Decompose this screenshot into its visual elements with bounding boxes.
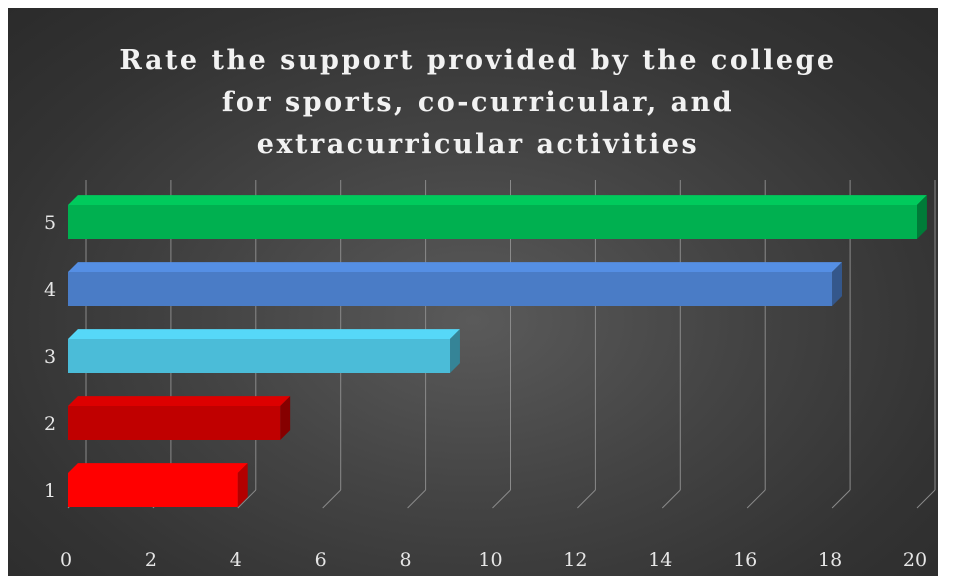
bar-top-5: [68, 195, 927, 205]
bars: [68, 195, 927, 507]
bar-3: [68, 329, 460, 373]
x-tick-18: 18: [818, 549, 842, 571]
x-tick-2: 2: [145, 549, 157, 571]
bar-top-4: [68, 262, 842, 272]
chart-title-line-3: extracurricular activities: [256, 129, 700, 160]
floor-gridline-14: [661, 489, 681, 509]
x-tick-8: 8: [400, 549, 412, 571]
bar-4: [68, 262, 842, 306]
x-tick-labels: 0 2 4 6 8 10 12 14 16 18 20: [60, 549, 927, 571]
x-tick-12: 12: [563, 549, 587, 571]
bar-front-3: [68, 339, 451, 373]
x-tick-16: 16: [733, 549, 757, 571]
floor-gridline-6: [322, 489, 342, 509]
y-tick-labels: 1 2 3 4 5: [44, 212, 56, 502]
bar-2: [68, 396, 291, 440]
chart-title-line-2: for sports, co-curricular, and: [221, 87, 735, 118]
y-tick-2: 2: [44, 413, 56, 435]
chart-title-line-1: Rate the support provided by the college: [119, 45, 837, 76]
bar-front-2: [68, 406, 281, 440]
bar-side-3: [450, 329, 460, 373]
x-tick-4: 4: [230, 549, 242, 571]
floor-gridline-8: [407, 489, 426, 509]
floor-gridline-18: [831, 489, 851, 509]
bar-5: [68, 195, 927, 239]
bar-side-2: [280, 396, 291, 440]
floor-gridline-20: [916, 489, 936, 509]
x-tick-6: 6: [315, 549, 327, 571]
bar-front-1: [68, 473, 238, 507]
y-tick-1: 1: [44, 480, 56, 502]
bar-top-3: [68, 329, 460, 339]
x-tick-20: 20: [903, 549, 927, 571]
bar-top-1: [68, 463, 248, 473]
x-tick-14: 14: [648, 549, 672, 571]
y-tick-3: 3: [44, 346, 56, 368]
floor-gridline-12: [577, 489, 596, 509]
x-tick-0: 0: [60, 549, 72, 571]
y-tick-4: 4: [44, 279, 56, 301]
bar-side-4: [832, 262, 842, 306]
floor-gridline-4: [237, 489, 257, 509]
bar-side-5: [917, 195, 927, 239]
chart-title: Rate the support provided by the college…: [0, 40, 956, 166]
x-tick-10: 10: [478, 549, 502, 571]
floor-gridline-16: [746, 489, 766, 509]
bar-front-5: [68, 205, 917, 239]
bar-top-2: [68, 396, 291, 406]
bar-side-1: [237, 463, 248, 507]
floor-gridline-10: [492, 489, 511, 509]
bar-1: [68, 463, 248, 507]
y-tick-5: 5: [44, 212, 56, 234]
bar-front-4: [68, 272, 833, 306]
